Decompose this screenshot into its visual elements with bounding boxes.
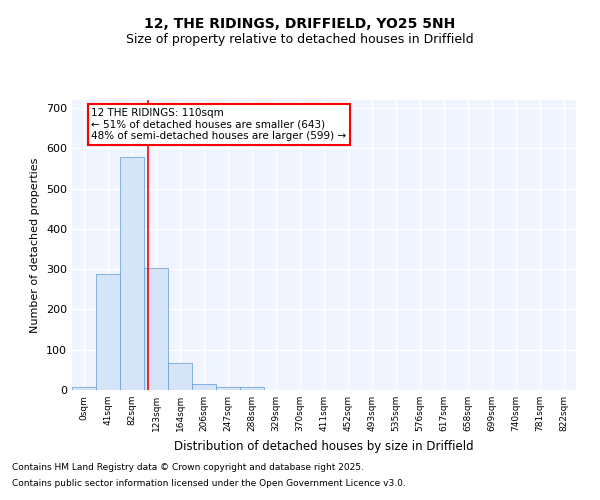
X-axis label: Distribution of detached houses by size in Driffield: Distribution of detached houses by size … xyxy=(174,440,474,452)
Bar xyxy=(240,387,264,390)
Text: Contains public sector information licensed under the Open Government Licence v3: Contains public sector information licen… xyxy=(12,478,406,488)
Bar xyxy=(216,387,240,390)
Text: 12 THE RIDINGS: 110sqm
← 51% of detached houses are smaller (643)
48% of semi-de: 12 THE RIDINGS: 110sqm ← 51% of detached… xyxy=(91,108,346,142)
Bar xyxy=(144,268,168,390)
Bar xyxy=(192,384,216,390)
Text: Size of property relative to detached houses in Driffield: Size of property relative to detached ho… xyxy=(126,32,474,46)
Bar xyxy=(120,157,144,390)
Bar xyxy=(168,362,192,390)
Y-axis label: Number of detached properties: Number of detached properties xyxy=(31,158,40,332)
Bar xyxy=(72,387,96,390)
Text: Contains HM Land Registry data © Crown copyright and database right 2025.: Contains HM Land Registry data © Crown c… xyxy=(12,464,364,472)
Text: 12, THE RIDINGS, DRIFFIELD, YO25 5NH: 12, THE RIDINGS, DRIFFIELD, YO25 5NH xyxy=(145,18,455,32)
Bar xyxy=(96,274,120,390)
